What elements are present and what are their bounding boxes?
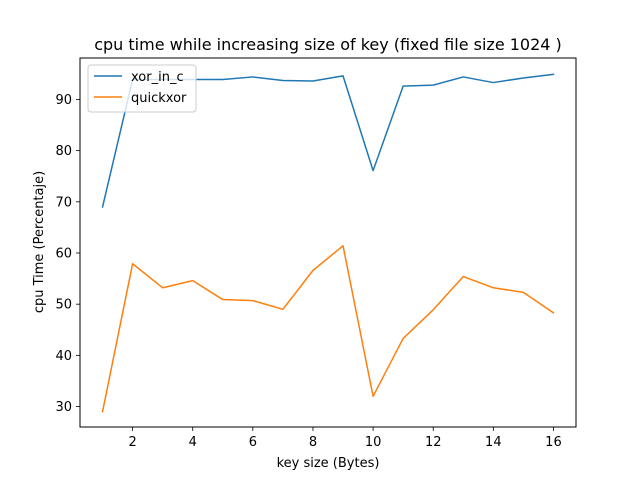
x-tick-label: 4 — [189, 435, 197, 450]
x-tick-label: 8 — [309, 435, 317, 450]
x-tick-label: 6 — [249, 435, 257, 450]
x-tick-label: 16 — [545, 435, 562, 450]
y-tick-label: 40 — [55, 349, 72, 364]
y-tick-label: 70 — [55, 195, 72, 210]
legend-label: xor_in_c — [131, 70, 184, 85]
series-line-quickxor — [101, 245, 555, 413]
x-tick-label: 14 — [485, 435, 502, 450]
chart-title: cpu time while increasing size of key (f… — [94, 35, 562, 54]
legend: xor_in_c quickxor — [87, 64, 197, 113]
legend-label: quickxor — [131, 91, 187, 106]
y-tick-label: 90 — [55, 93, 72, 108]
x-axis-label: key size (Bytes) — [277, 456, 380, 471]
x-tick-label: 2 — [128, 435, 136, 450]
y-tick-label: 30 — [55, 400, 72, 415]
plot-frame — [79, 57, 577, 428]
x-tick-label: 10 — [365, 435, 382, 450]
y-tick-label: 80 — [55, 144, 72, 159]
x-tick-label: 12 — [425, 435, 442, 450]
y-tick-label: 60 — [55, 246, 72, 261]
y-axis-label: cpu Time (Percentaje) — [32, 171, 47, 313]
y-tick-label: 50 — [55, 298, 72, 313]
